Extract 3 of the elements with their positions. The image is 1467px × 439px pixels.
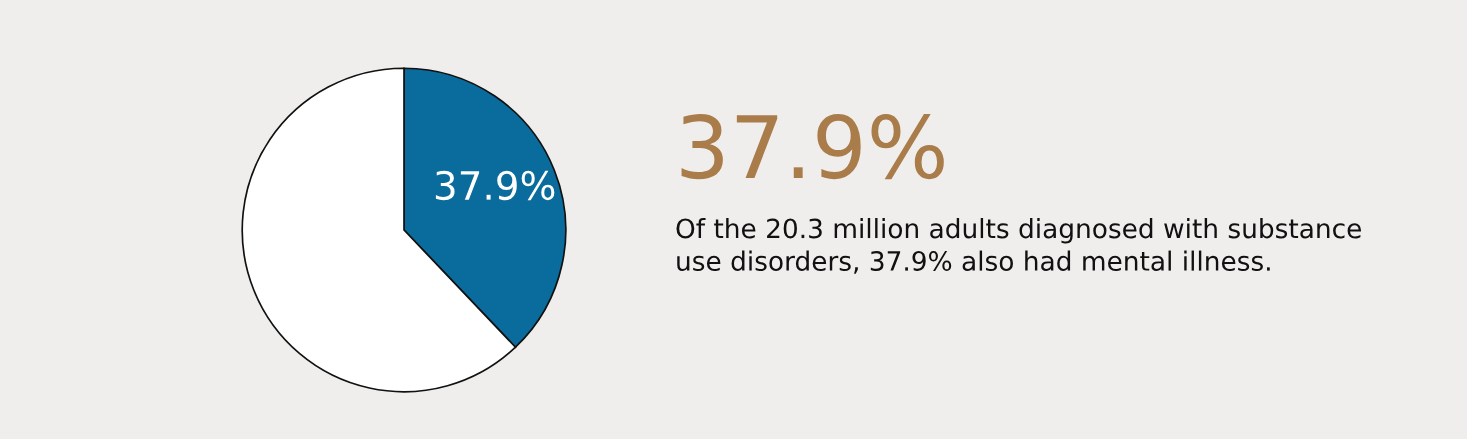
- data-label: 37.9%: [435, 170, 555, 201]
- text: Of the 20.3 million adults diagnosed with substance use disorders, 37.9% also had mental illness.: [676, 218, 1361, 274]
- text: 37.9%: [681, 114, 944, 180]
